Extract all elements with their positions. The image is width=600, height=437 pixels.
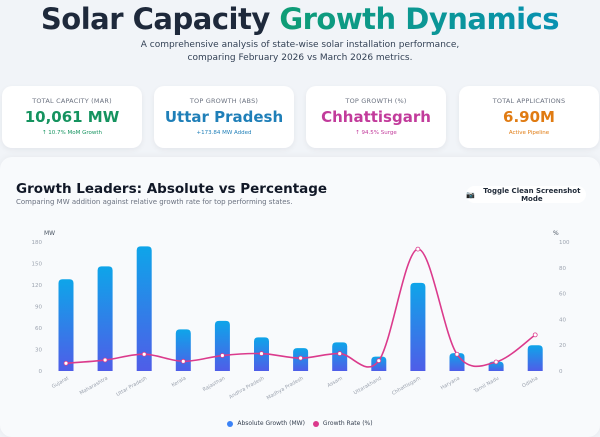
- subtitle-line: A comprehensive analysis of state-wise s…: [140, 40, 460, 50]
- y-left-tick: 120: [32, 283, 43, 289]
- chart-title: Growth Leaders: Absolute vs Percentage: [16, 181, 328, 197]
- y-right-tick: 60: [559, 292, 566, 298]
- card-top-growth-abs: TOP GROWTH (ABS) Uttar Pradesh +173.84 M…: [154, 86, 294, 148]
- button-label: Toggle Clean Screenshot Mode: [483, 186, 581, 203]
- rate-point-chhattisgarh[interactable]: [415, 246, 421, 252]
- chart-legend: Absolute Growth (MW) Growth Rate (%): [0, 420, 600, 427]
- y-right-tick: 100: [559, 240, 570, 246]
- camera-icon: 📷: [466, 190, 475, 199]
- x-tick-label: Assam: [326, 375, 343, 389]
- page-subtitle: A comprehensive analysis of state-wise s…: [140, 39, 460, 65]
- y-left-tick: 60: [35, 326, 42, 332]
- card-total-capacity: TOTAL CAPACITY (MAR) 10,061 MW ↑ 10.7% M…: [2, 86, 142, 148]
- legend-swatch: [227, 420, 234, 427]
- y-right-label: %: [553, 230, 559, 237]
- x-tick-label: Haryana: [440, 376, 461, 392]
- title-accent: Growth Dynamics: [279, 2, 560, 36]
- x-tick-label: Chhattisgarh: [391, 376, 422, 397]
- card-label: TOTAL APPLICATIONS: [492, 97, 566, 105]
- bar-maharashtra[interactable]: [97, 266, 113, 371]
- legend-swatch: [312, 420, 319, 427]
- bar-chhattisgarh[interactable]: [410, 282, 426, 371]
- y-left-tick: 180: [32, 240, 43, 246]
- y-right-tick: 40: [559, 317, 566, 323]
- rate-point-assam[interactable]: [337, 351, 343, 356]
- rate-point-uttar-pradesh[interactable]: [141, 351, 147, 357]
- bar-haryana[interactable]: [449, 353, 465, 371]
- rate-point-maharashtra[interactable]: [102, 357, 108, 363]
- x-tick-label: Rajasthan: [202, 376, 227, 394]
- card-sub: ↑ 10.7% MoM Growth: [41, 130, 103, 136]
- bar-uttar-pradesh[interactable]: [136, 246, 152, 371]
- title-main: Solar Capacity: [40, 2, 270, 36]
- card-top-growth-pct: TOP GROWTH (%) Chhattisgarh ↑ 94.5% Surg…: [306, 86, 446, 148]
- legend-label: Absolute Growth (MW): [237, 420, 305, 427]
- x-tick-label: Uttar Pradesh: [115, 376, 148, 398]
- rate-point-kerala[interactable]: [180, 358, 186, 364]
- card-label: TOP GROWTH (%): [345, 97, 407, 105]
- card-total-applications: TOTAL APPLICATIONS 6.90M Active Pipeline: [459, 86, 599, 148]
- bar-assam[interactable]: [332, 342, 348, 371]
- rate-point-odisha[interactable]: [532, 332, 538, 338]
- rate-point-tamil-nadu[interactable]: [493, 359, 499, 365]
- card-sub: +173.84 MW Added: [196, 130, 252, 136]
- y-left-tick: 90: [35, 305, 42, 311]
- x-tick-label: Odisha: [521, 376, 539, 390]
- y-left-tick: 0: [39, 369, 43, 375]
- bar-odisha[interactable]: [527, 345, 543, 371]
- rate-point-haryana[interactable]: [454, 351, 460, 357]
- y-right-tick: 80: [559, 266, 566, 272]
- toggle-screenshot-mode-button[interactable]: 📷 Toggle Clean Screenshot Mode: [466, 186, 586, 203]
- card-sub: Active Pipeline: [508, 130, 550, 136]
- bar-uttarakhand[interactable]: [371, 356, 387, 371]
- card-value: 6.90M: [503, 108, 555, 126]
- rate-point-madhya-pradesh[interactable]: [298, 355, 304, 361]
- bar-gujarat[interactable]: [58, 279, 74, 371]
- legend-item-absolute[interactable]: Absolute Growth (MW): [227, 420, 305, 427]
- legend-label: Growth Rate (%): [322, 420, 373, 427]
- y-left-tick: 150: [32, 262, 43, 268]
- x-tick-label: Andhra Pradesh: [228, 376, 265, 401]
- card-value: 10,061 MW: [24, 108, 120, 126]
- bar-rajasthan[interactable]: [214, 320, 230, 371]
- rate-point-andhra-pradesh[interactable]: [259, 351, 264, 356]
- x-tick-label: Tamil Nadu: [472, 376, 500, 396]
- card-sub: ↑ 94.5% Surge: [355, 130, 397, 136]
- rate-point-uttarakhand[interactable]: [376, 358, 382, 364]
- bar-kerala[interactable]: [175, 329, 191, 371]
- x-tick-label: Madhya Pradesh: [266, 376, 305, 402]
- rate-point-rajasthan[interactable]: [219, 353, 225, 358]
- card-label: TOP GROWTH (ABS): [189, 97, 259, 105]
- legend-item-rate[interactable]: Growth Rate (%): [312, 420, 373, 427]
- x-tick-label: Uttarakhand: [353, 376, 383, 397]
- y-right-tick: 0: [559, 369, 563, 375]
- card-value: Uttar Pradesh: [164, 108, 284, 126]
- y-left-tick: 30: [35, 348, 42, 354]
- page-title: Solar Capacity Growth Dynamics: [0, 2, 600, 36]
- x-tick-label: Kerala: [171, 376, 188, 389]
- subtitle-line: comparing February 2026 vs March 2026 me…: [187, 53, 413, 63]
- card-label: TOTAL CAPACITY (MAR): [32, 97, 112, 105]
- x-tick-label: Maharashtra: [79, 376, 109, 397]
- card-value: Chhattisgarh: [321, 108, 431, 126]
- rate-point-gujarat[interactable]: [63, 360, 69, 366]
- y-left-label: MW: [44, 230, 55, 237]
- y-right-tick: 20: [559, 343, 566, 349]
- bar-tamil-nadu[interactable]: [488, 361, 504, 371]
- chart-subtitle: Comparing MW addition against relative g…: [16, 198, 293, 206]
- x-tick-label: Gujarat: [51, 376, 70, 391]
